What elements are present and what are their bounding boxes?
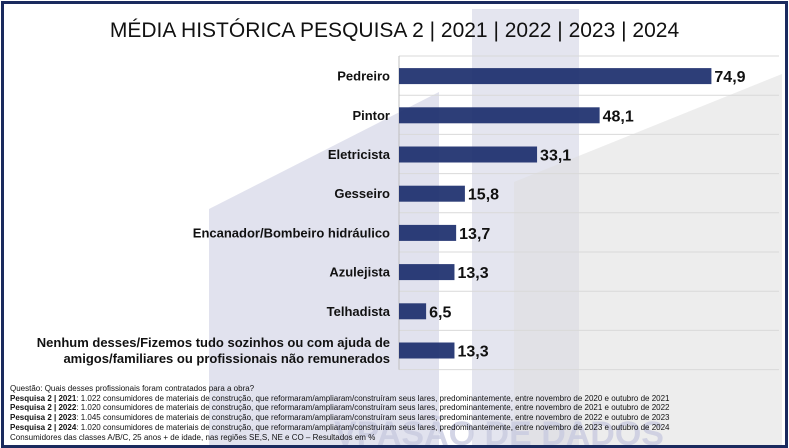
footer-note: Consumidores das classes A/B/C, 25 anos … bbox=[10, 432, 376, 442]
bars bbox=[399, 68, 712, 359]
bar bbox=[399, 224, 457, 241]
value-labels: 74,9 48,1 33,1 15,8 13,7 13,3 6,5 13,3 bbox=[429, 69, 746, 360]
sample-note-label: Pesquisa 2 | 2024 bbox=[10, 422, 77, 432]
category-label: Pedreiro bbox=[337, 69, 390, 84]
bar bbox=[399, 68, 712, 85]
data-label: 13,3 bbox=[457, 265, 488, 282]
sample-note-text: : 1.020 consumidores de materiais de con… bbox=[76, 403, 670, 413]
bar-chart: Pedreiro Pintor Eletricista Gesseiro Encanad… bbox=[37, 55, 779, 371]
sample-note-label: Pesquisa 2 | 2021 bbox=[10, 393, 77, 403]
category-label: Azulejista bbox=[329, 265, 390, 280]
category-label: Pintor bbox=[352, 108, 390, 123]
data-label: 48,1 bbox=[603, 108, 634, 125]
category-label: Telhadista bbox=[327, 304, 391, 319]
data-label: 6,5 bbox=[429, 304, 451, 321]
bar bbox=[399, 342, 455, 359]
category-labels: Pedreiro Pintor Eletricista Gesseiro Encanad… bbox=[37, 69, 391, 366]
category-label: Gesseiro bbox=[334, 186, 390, 201]
sample-note: Pesquisa 2 | 2024: 1.020 consumidores de… bbox=[10, 423, 780, 433]
sample-note: Pesquisa 2 | 2023: 1.045 consumidores de… bbox=[10, 413, 780, 423]
data-label: 33,1 bbox=[540, 148, 571, 165]
chart-notes: Questão: Quais desses profissionais fora… bbox=[10, 384, 780, 442]
sample-note-text: : 1.022 consumidores de materiais de con… bbox=[76, 393, 670, 403]
data-label: 74,9 bbox=[714, 69, 745, 86]
bar bbox=[399, 264, 455, 281]
category-label: Eletricista bbox=[328, 147, 391, 162]
sample-note: Pesquisa 2 | 2022: 1.020 consumidores de… bbox=[10, 403, 780, 413]
category-label: Encanador/Bombeiro hidráulico bbox=[193, 225, 390, 240]
data-label: 15,8 bbox=[468, 187, 499, 204]
category-label: amigos/familiares ou profissionais não r… bbox=[63, 351, 390, 366]
bar bbox=[399, 303, 427, 320]
sample-note-label: Pesquisa 2 | 2022 bbox=[10, 403, 77, 413]
sample-note: Pesquisa 2 | 2021: 1.022 consumidores de… bbox=[10, 394, 780, 404]
category-label: Nenhum desses/Fizemos tudo sozinhos ou c… bbox=[37, 335, 390, 350]
gridlines bbox=[398, 55, 779, 371]
bar bbox=[399, 185, 465, 202]
watermark-text: VPASÃO DE DADOS bbox=[334, 415, 664, 445]
data-label: 13,3 bbox=[457, 344, 488, 361]
bar bbox=[399, 107, 600, 124]
sample-note-label: Pesquisa 2 | 2023 bbox=[10, 413, 77, 423]
sample-note-text: : 1.045 consumidores de materiais de con… bbox=[76, 413, 670, 423]
chart-title: MÉDIA HISTÓRICA PESQUISA 2 | 2021 | 2022… bbox=[109, 19, 680, 42]
data-label: 13,7 bbox=[459, 226, 490, 243]
question-note: Questão: Quais desses profissionais fora… bbox=[10, 384, 255, 393]
sample-note-text: : 1.020 consumidores de materiais de con… bbox=[76, 422, 670, 432]
bar bbox=[399, 146, 538, 163]
